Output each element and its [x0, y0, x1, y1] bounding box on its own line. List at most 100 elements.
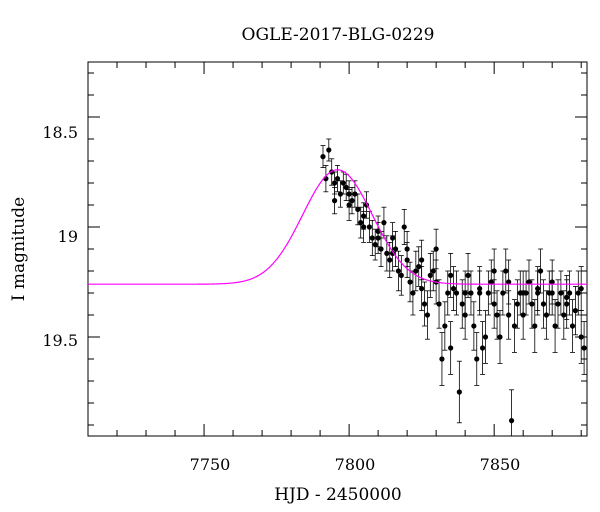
data-point — [485, 290, 491, 296]
plot-area — [87, 61, 588, 437]
data-point — [549, 290, 555, 296]
data-point — [395, 268, 402, 274]
data-point — [566, 290, 573, 296]
data-point — [529, 301, 535, 307]
data-point — [439, 356, 445, 362]
data-point — [433, 246, 439, 252]
data-point — [384, 250, 390, 256]
data-point — [346, 191, 352, 197]
y-axis-label: I magnitude — [9, 197, 29, 301]
data-point — [578, 334, 584, 340]
data-point — [456, 389, 462, 395]
data-point — [361, 213, 367, 219]
data-point — [471, 323, 477, 329]
data-point — [569, 323, 576, 329]
y-tick-label: 18.5 — [42, 123, 78, 142]
data-point — [331, 198, 338, 204]
data-point — [381, 220, 387, 226]
x-axis-label: HJD - 2450000 — [274, 485, 402, 505]
data-point — [453, 290, 460, 296]
data-point — [543, 312, 549, 318]
data-point — [410, 290, 416, 296]
data-point — [500, 290, 506, 296]
data-point — [564, 294, 570, 300]
x-tick-labels: 7750 7800 7850 — [190, 455, 521, 474]
data-point — [561, 312, 567, 318]
data-point — [479, 345, 486, 351]
data-point — [366, 224, 373, 230]
data-point — [459, 301, 465, 307]
data-point — [535, 286, 541, 292]
axis-ticks — [88, 62, 587, 436]
data-point — [424, 312, 431, 318]
data-point — [450, 286, 457, 292]
x-tick-label: 7850 — [480, 455, 521, 474]
data-point — [421, 301, 428, 307]
data-point — [474, 356, 480, 362]
data-point — [578, 286, 584, 292]
data-point — [369, 235, 375, 241]
data-point — [427, 272, 433, 278]
data-point — [352, 191, 358, 197]
data-point — [358, 220, 364, 226]
y-tick-label: 19 — [58, 227, 78, 246]
data-point — [468, 290, 474, 296]
data-point — [320, 154, 326, 160]
y-tick-label: 19.5 — [42, 331, 78, 350]
data-point — [520, 312, 526, 318]
data-point — [497, 334, 503, 340]
data-point — [337, 191, 344, 197]
data-point — [514, 301, 520, 307]
data-point — [575, 290, 581, 296]
data-point — [361, 224, 367, 230]
data-point — [404, 257, 410, 263]
data-point — [462, 290, 468, 296]
x-tick-label: 7750 — [190, 455, 231, 474]
data-point — [558, 290, 564, 296]
model-curve — [88, 169, 587, 285]
data-point — [564, 301, 570, 307]
data-point — [511, 323, 518, 329]
data-point — [488, 279, 494, 285]
data-point — [526, 279, 532, 285]
data-points — [320, 147, 587, 424]
data-point — [375, 228, 381, 234]
data-point — [349, 198, 355, 204]
data-point — [532, 323, 538, 329]
data-point — [334, 176, 341, 182]
x-tick-label: 7800 — [335, 455, 376, 474]
data-point — [552, 323, 558, 329]
data-point — [375, 235, 381, 241]
data-point — [404, 246, 410, 252]
data-point — [503, 268, 509, 274]
plot-frame — [87, 61, 588, 437]
data-point — [540, 301, 547, 307]
data-point — [390, 235, 396, 241]
data-point — [445, 290, 451, 296]
data-point — [448, 345, 454, 351]
data-point — [555, 301, 561, 307]
data-point — [549, 279, 555, 285]
data-point — [436, 301, 442, 307]
data-point — [442, 323, 448, 329]
data-point — [419, 257, 425, 263]
data-point — [326, 147, 332, 153]
data-point — [535, 290, 541, 296]
data-point — [340, 180, 346, 186]
data-point — [491, 268, 497, 274]
data-point — [416, 264, 422, 270]
data-point — [508, 418, 515, 424]
data-point — [506, 279, 512, 285]
data-point — [572, 308, 578, 314]
data-point — [465, 272, 471, 278]
data-point — [390, 250, 396, 256]
data-point — [407, 279, 413, 285]
data-point — [506, 312, 512, 318]
data-point — [378, 246, 384, 252]
data-point — [491, 301, 497, 307]
y-tick-labels: 18.5 19 19.5 — [42, 123, 78, 350]
data-point — [392, 246, 399, 252]
data-point — [477, 290, 483, 296]
data-point — [331, 180, 338, 186]
data-point — [494, 312, 500, 318]
